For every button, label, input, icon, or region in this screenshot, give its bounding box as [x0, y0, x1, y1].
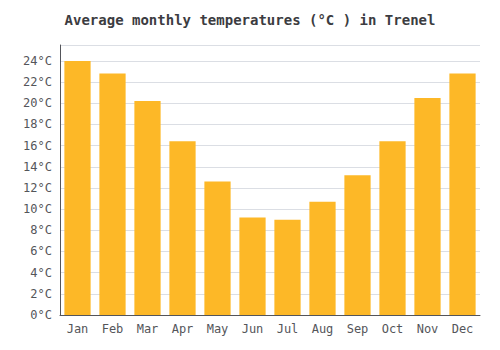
- svg-text:Aug: Aug: [312, 322, 334, 336]
- svg-text:Nov: Nov: [417, 322, 439, 336]
- svg-text:16°C: 16°C: [23, 139, 52, 153]
- svg-text:Sep: Sep: [347, 322, 369, 336]
- svg-text:24°C: 24°C: [23, 54, 52, 68]
- svg-text:May: May: [207, 322, 229, 336]
- svg-text:Average monthly temperatures (: Average monthly temperatures (°C ) in Tr…: [65, 12, 436, 28]
- svg-text:4°C: 4°C: [30, 266, 52, 280]
- svg-text:2°C: 2°C: [30, 287, 52, 301]
- svg-text:10°C: 10°C: [23, 202, 52, 216]
- svg-text:12°C: 12°C: [23, 181, 52, 195]
- svg-text:Dec: Dec: [452, 322, 474, 336]
- svg-text:Feb: Feb: [102, 322, 124, 336]
- svg-text:14°C: 14°C: [23, 160, 52, 174]
- svg-text:Apr: Apr: [172, 322, 194, 336]
- svg-text:Oct: Oct: [382, 322, 404, 336]
- svg-text:8°C: 8°C: [30, 223, 52, 237]
- svg-text:Mar: Mar: [137, 322, 159, 336]
- svg-text:Jan: Jan: [67, 322, 89, 336]
- svg-text:22°C: 22°C: [23, 75, 52, 89]
- svg-text:18°C: 18°C: [23, 117, 52, 131]
- svg-text:20°C: 20°C: [23, 96, 52, 110]
- svg-text:Jun: Jun: [242, 322, 264, 336]
- svg-text:6°C: 6°C: [30, 244, 52, 258]
- svg-text:0°C: 0°C: [30, 308, 52, 322]
- svg-text:Jul: Jul: [277, 322, 299, 336]
